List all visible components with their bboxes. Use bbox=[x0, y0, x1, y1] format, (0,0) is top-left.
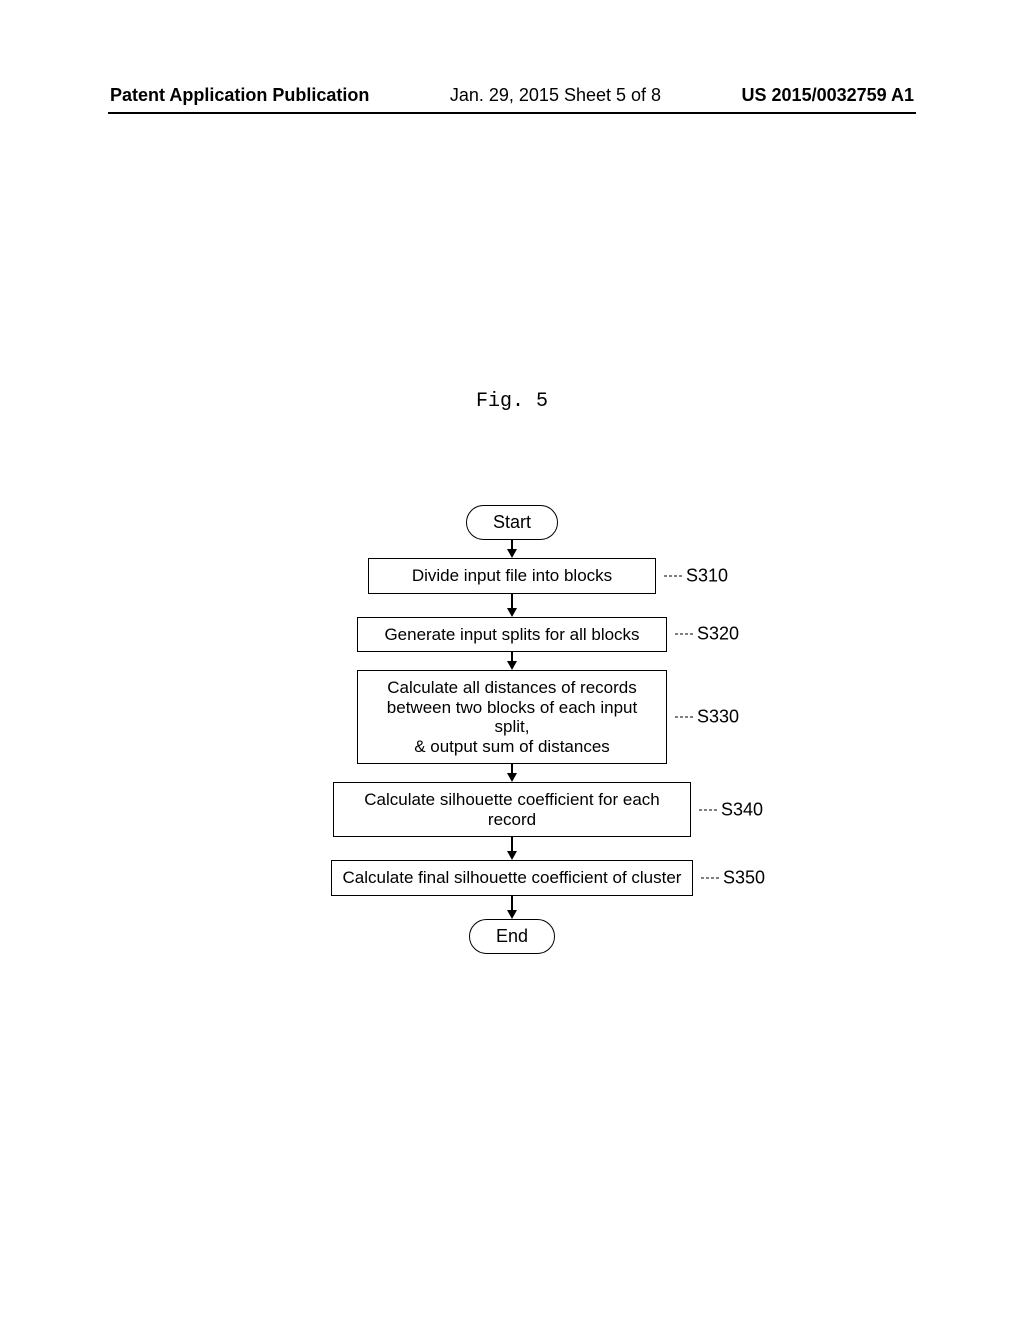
process-step: Calculate final silhouette coefficient o… bbox=[331, 860, 693, 896]
process-step: Calculate silhouette coefficient for eac… bbox=[333, 782, 691, 837]
terminator-start: Start bbox=[466, 505, 558, 540]
process-step: Divide input file into blocks bbox=[368, 558, 656, 594]
step-ref-label: S310 bbox=[664, 565, 728, 586]
header-divider bbox=[108, 112, 916, 114]
process-step: Generate input splits for all blocks bbox=[357, 617, 667, 653]
figure-label: Fig. 5 bbox=[476, 390, 548, 413]
step-ref-label: S330 bbox=[675, 707, 739, 728]
step-ref-label: S350 bbox=[701, 868, 765, 889]
header-pub-number: US 2015/0032759 A1 bbox=[742, 85, 914, 106]
terminator-end: End bbox=[469, 919, 555, 954]
process-step: Calculate all distances of records betwe… bbox=[357, 670, 667, 764]
flowchart: Start Divide input file into blocks S310… bbox=[252, 505, 772, 954]
header-publication: Patent Application Publication bbox=[110, 85, 369, 106]
header-date-sheet: Jan. 29, 2015 Sheet 5 of 8 bbox=[450, 85, 661, 106]
step-ref-label: S340 bbox=[699, 799, 763, 820]
step-ref-label: S320 bbox=[675, 624, 739, 645]
